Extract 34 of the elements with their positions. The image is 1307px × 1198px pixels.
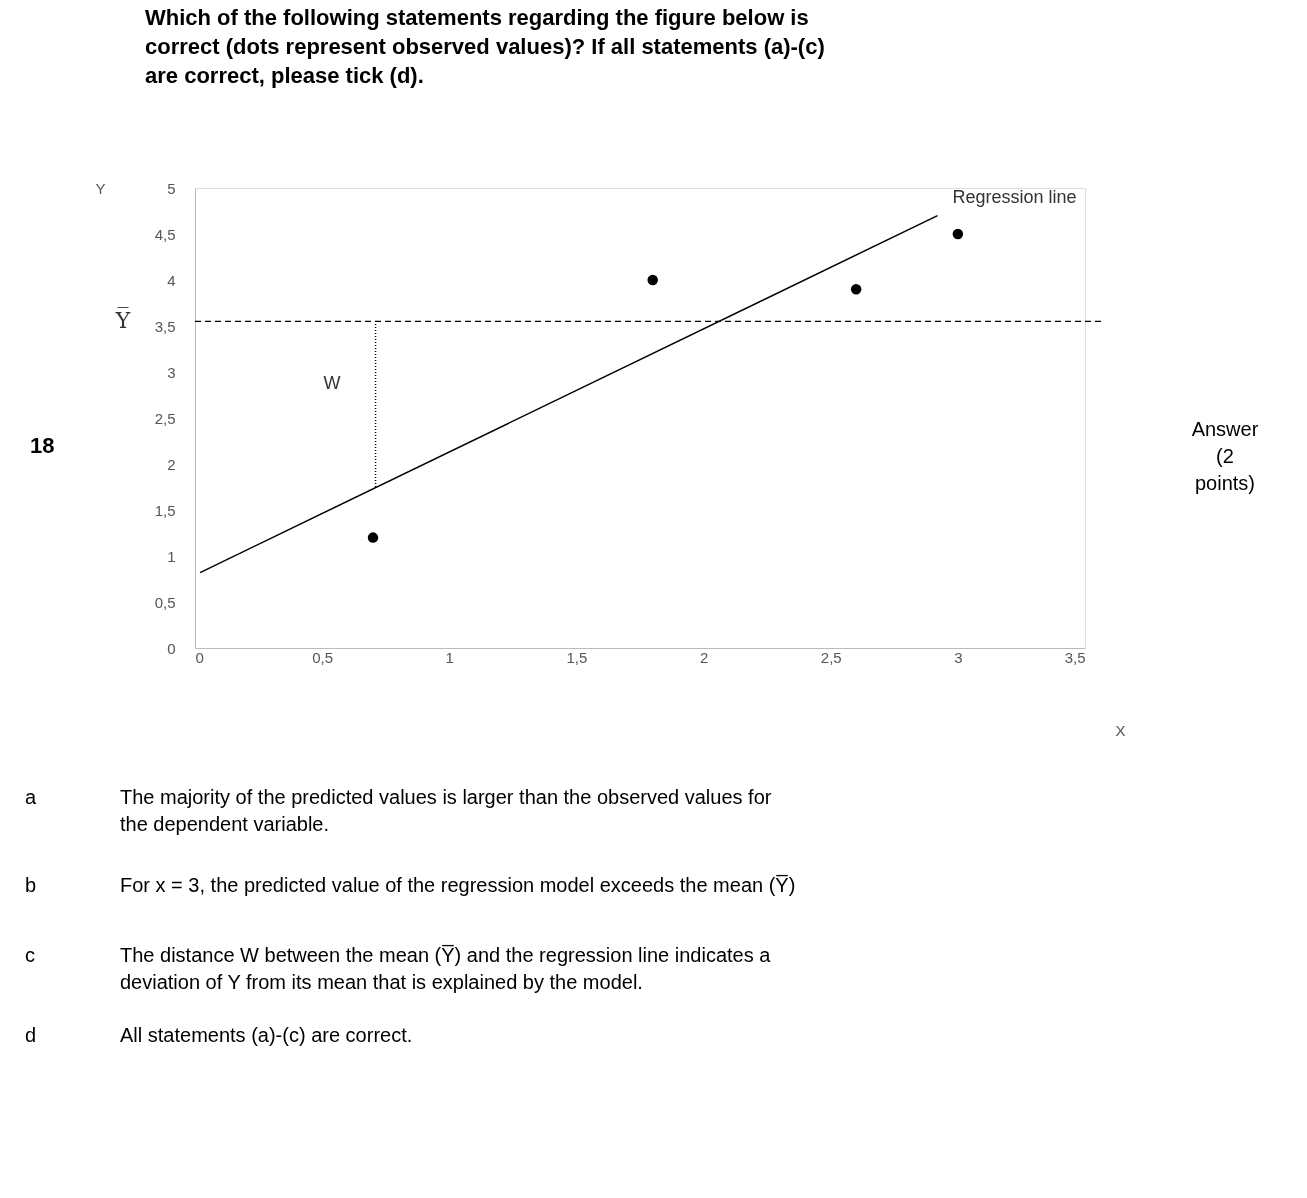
x-tick-label: 3 bbox=[954, 648, 963, 666]
ref-line-label: Y̅ bbox=[114, 307, 131, 334]
text: Answer (2 points) bbox=[1191, 418, 1259, 494]
y-tick-label: 1,5 bbox=[154, 501, 176, 519]
annotation: W bbox=[323, 373, 341, 394]
x-tick-label: 0 bbox=[195, 648, 204, 666]
text: All statements (a)-(c) are correct. bbox=[120, 1024, 413, 1046]
y-tick-label: 0,5 bbox=[154, 593, 176, 611]
text: c bbox=[25, 944, 35, 966]
text: For x = 3, the predicted value of the regression model exceeds the mean (Y̅) bbox=[120, 874, 796, 896]
text: The majority of the predicted values is larger than the observed values for the dependent variable. bbox=[120, 786, 772, 835]
y-tick-label: 2 bbox=[167, 455, 176, 473]
series-label: Regression line bbox=[952, 186, 1077, 207]
y-tick-label: 3,5 bbox=[154, 317, 176, 335]
x-tick-label: 2 bbox=[699, 648, 709, 666]
x-tick-label: 1,5 bbox=[566, 648, 588, 666]
text: b bbox=[25, 874, 37, 896]
y-tick-label: 4 bbox=[167, 271, 176, 289]
x-axis-title: X bbox=[1115, 721, 1126, 739]
text: d bbox=[25, 1024, 37, 1046]
y-tick-label: 5 bbox=[167, 179, 176, 197]
y-tick-label: 3 bbox=[167, 363, 176, 381]
text: a bbox=[25, 786, 37, 808]
chart-title: Which of the following statements regarding the figure below is correct (dots represent observed values)? If all statements (a)-(c) are correct, please tick (d). bbox=[145, 5, 825, 88]
y-tick-label: 4,5 bbox=[154, 225, 176, 243]
y-axis-title: Y bbox=[95, 179, 106, 197]
x-tick-label: 2,5 bbox=[820, 648, 842, 666]
y-tick-label: 1 bbox=[167, 547, 176, 565]
text: The distance W between the mean (Y̅) and the regression line indicates a deviation of Y from its mean that is explained by the model. bbox=[120, 944, 772, 993]
x-tick-label: 1 bbox=[445, 648, 454, 666]
x-tick-label: 3,5 bbox=[1064, 648, 1086, 666]
x-tick-label: 0,5 bbox=[312, 648, 334, 666]
text: 18 bbox=[30, 433, 55, 458]
y-tick-label: 2,5 bbox=[154, 409, 176, 427]
